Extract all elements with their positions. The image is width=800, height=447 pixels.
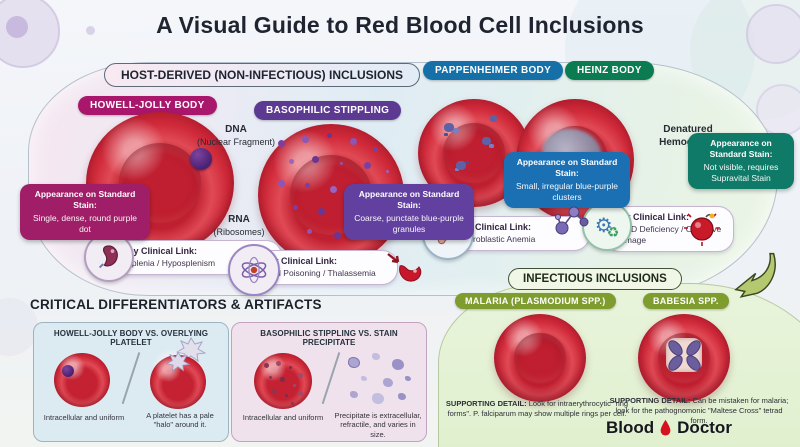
page-title: A Visual Guide to Red Blood Cell Inclusi… [156, 12, 644, 38]
stain-precipitate-blobs [348, 357, 414, 411]
atom-icon [228, 244, 280, 296]
basophilic-substance-label: RNA (Ribosomes) [213, 214, 265, 237]
maltese-petal [665, 352, 686, 374]
iron-cluster [482, 137, 491, 145]
spleen-icon [84, 232, 134, 282]
platelet-icon [176, 337, 206, 363]
iron-cluster [456, 161, 466, 170]
logo-word-doctor: Doctor [677, 418, 732, 437]
iron-cluster [444, 123, 454, 132]
blood-drop-icon [659, 419, 672, 438]
bomb-icon [682, 208, 722, 248]
howell-jolly-appearance-box: Appearance on Standard Stain: Single, de… [20, 184, 150, 241]
mini-cell-howell [54, 353, 110, 407]
howell-jolly-inclusion-dot [190, 148, 212, 170]
howell-jolly-substance-label: DNA (Nuclear Fragment) [196, 124, 276, 147]
box1-left-caption: Intracellular and uniform [43, 413, 125, 422]
differentiator-box1-header: HOWELL-JOLLY BODY VS. OVERLYING PLATELET [53, 329, 209, 347]
mini-cell-platelet [150, 351, 206, 409]
label-malaria: MALARIA (PLASMODIUM SPP.) [455, 293, 616, 309]
babesia-cell [638, 314, 730, 402]
decorative-cell-nucleus [6, 16, 28, 38]
arrow-down-icon [716, 250, 780, 302]
stipple-granules [278, 140, 285, 147]
differentiator-box-howell-vs-platelet: HOWELL-JOLLY BODY VS. OVERLYING PLATELET… [33, 322, 229, 442]
decorative-cell [86, 26, 95, 35]
mini-inclusion-dot [62, 365, 74, 377]
box1-right-caption: A platelet has a pale "halo" around it. [146, 411, 214, 430]
gear-recycle-icon: ⚙ ♻ [582, 201, 632, 251]
divider-slash [321, 352, 340, 404]
mini-cell-stippling [254, 353, 312, 409]
decorative-cell [746, 4, 800, 64]
malaria-cell [494, 314, 586, 402]
pappenheimer-appearance-box: Appearance on Standard Stain: Small, irr… [504, 152, 630, 209]
iron-cluster [490, 115, 497, 122]
heinz-appearance-box: Appearance on Standard Stain: Not visibl… [688, 133, 794, 190]
box2-right-caption: Precipitate is extracellular, refractile… [334, 411, 422, 439]
label-pappenheimer-body: PAPPENHEIMER BODY [423, 61, 564, 80]
label-howell-jolly-body: HOWELL-JOLLY BODY [78, 96, 217, 115]
maltese-cross [665, 337, 704, 374]
label-heinz-body: HEINZ BODY [565, 61, 654, 80]
differentiator-box2-header: BASOPHILIC STIPPLING VS. STAIN PRECIPITA… [260, 329, 398, 347]
infectious-section-header: INFECTIOUS INCLUSIONS [508, 268, 682, 290]
red-cell-arrow-icon [382, 250, 426, 290]
basophilic-appearance-box: Appearance on Standard Stain: Coarse, pu… [344, 184, 474, 241]
differentiators-heading: CRITICAL DIFFERENTIATORS & ARTIFACTS [30, 297, 322, 312]
mini-stipples [264, 363, 269, 368]
divider-slash [121, 352, 140, 404]
label-basophilic-stippling: BASOPHILIC STIPPLING [254, 101, 402, 120]
box2-left-caption: Intracellular and uniform [242, 413, 324, 422]
host-section-header: HOST-DERIVED (NON-INFECTIOUS) INCLUSIONS [104, 63, 421, 87]
differentiator-box-stippling-vs-precipitate: BASOPHILIC STIPPLING VS. STAIN PRECIPITA… [231, 322, 427, 442]
malaria-supporting-detail: SUPPORTING DETAIL: Look for intraerythro… [445, 399, 629, 419]
logo-word-blood: Blood [606, 418, 655, 437]
label-babesia: BABESIA SPP. [643, 293, 729, 309]
molecule-icon [548, 198, 592, 242]
precipitate [348, 357, 360, 368]
babesia-supporting-detail: SUPPORTING DETAIL: Can be mistaken for m… [609, 396, 789, 426]
brand-logo: Blood Doctor [606, 418, 732, 438]
overlying-platelet [166, 351, 190, 373]
maltese-petal [683, 352, 704, 374]
